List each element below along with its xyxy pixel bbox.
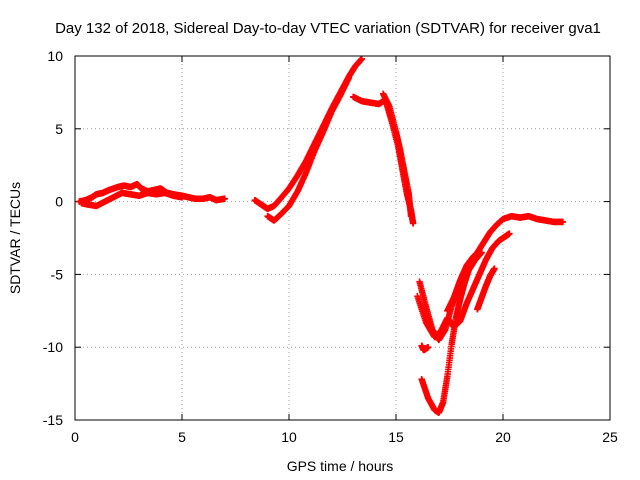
series-track-b-rise (264, 74, 353, 224)
x-tick-label: 15 (388, 429, 404, 445)
x-axis-label: GPS time / hours (287, 458, 394, 474)
data-point (407, 212, 415, 220)
x-tick-labels: 0 5 10 15 20 25 (71, 429, 618, 445)
grid-lines (75, 56, 610, 420)
data-point (221, 195, 228, 202)
series-track-b-trough (414, 230, 513, 341)
y-tick-label: -5 (51, 266, 64, 282)
series-track-b-drop (379, 90, 415, 220)
y-tick-label: -15 (43, 412, 63, 428)
x-tick-label: 20 (495, 429, 511, 445)
x-tick-label: 25 (602, 429, 618, 445)
y-tick-label: -10 (43, 339, 63, 355)
data-point (424, 344, 432, 351)
data-points (76, 55, 567, 416)
series-track-e-late (474, 265, 498, 313)
series-track-d-upper (444, 247, 483, 314)
x-tick-label: 5 (178, 429, 186, 445)
y-tick-label: 0 (55, 194, 63, 210)
series-track-a-trough (416, 212, 567, 344)
data-point (345, 74, 353, 82)
data-point (178, 194, 186, 201)
y-tick-label: 5 (55, 121, 63, 137)
data-point (358, 55, 365, 63)
plot-frame (74, 55, 611, 421)
data-point (476, 247, 483, 255)
y-tick-labels: -15 -10 -5 0 5 10 (43, 48, 63, 428)
axis-ticks (74, 55, 611, 421)
series-track-plateau-drop (350, 93, 417, 227)
data-point (491, 265, 498, 272)
y-tick-label: 10 (47, 48, 63, 64)
series-track-f-short (418, 342, 432, 354)
x-tick-label: 0 (71, 429, 79, 445)
x-tick-label: 10 (281, 429, 297, 445)
data-point (506, 230, 513, 237)
data-point (409, 220, 417, 227)
y-axis-label: SDTVAR / TECUs (7, 182, 23, 294)
series-track-b-morning (78, 189, 186, 210)
data-point (559, 218, 567, 226)
chart-title: Day 132 of 2018, Sidereal Day-to-day VTE… (55, 20, 601, 37)
